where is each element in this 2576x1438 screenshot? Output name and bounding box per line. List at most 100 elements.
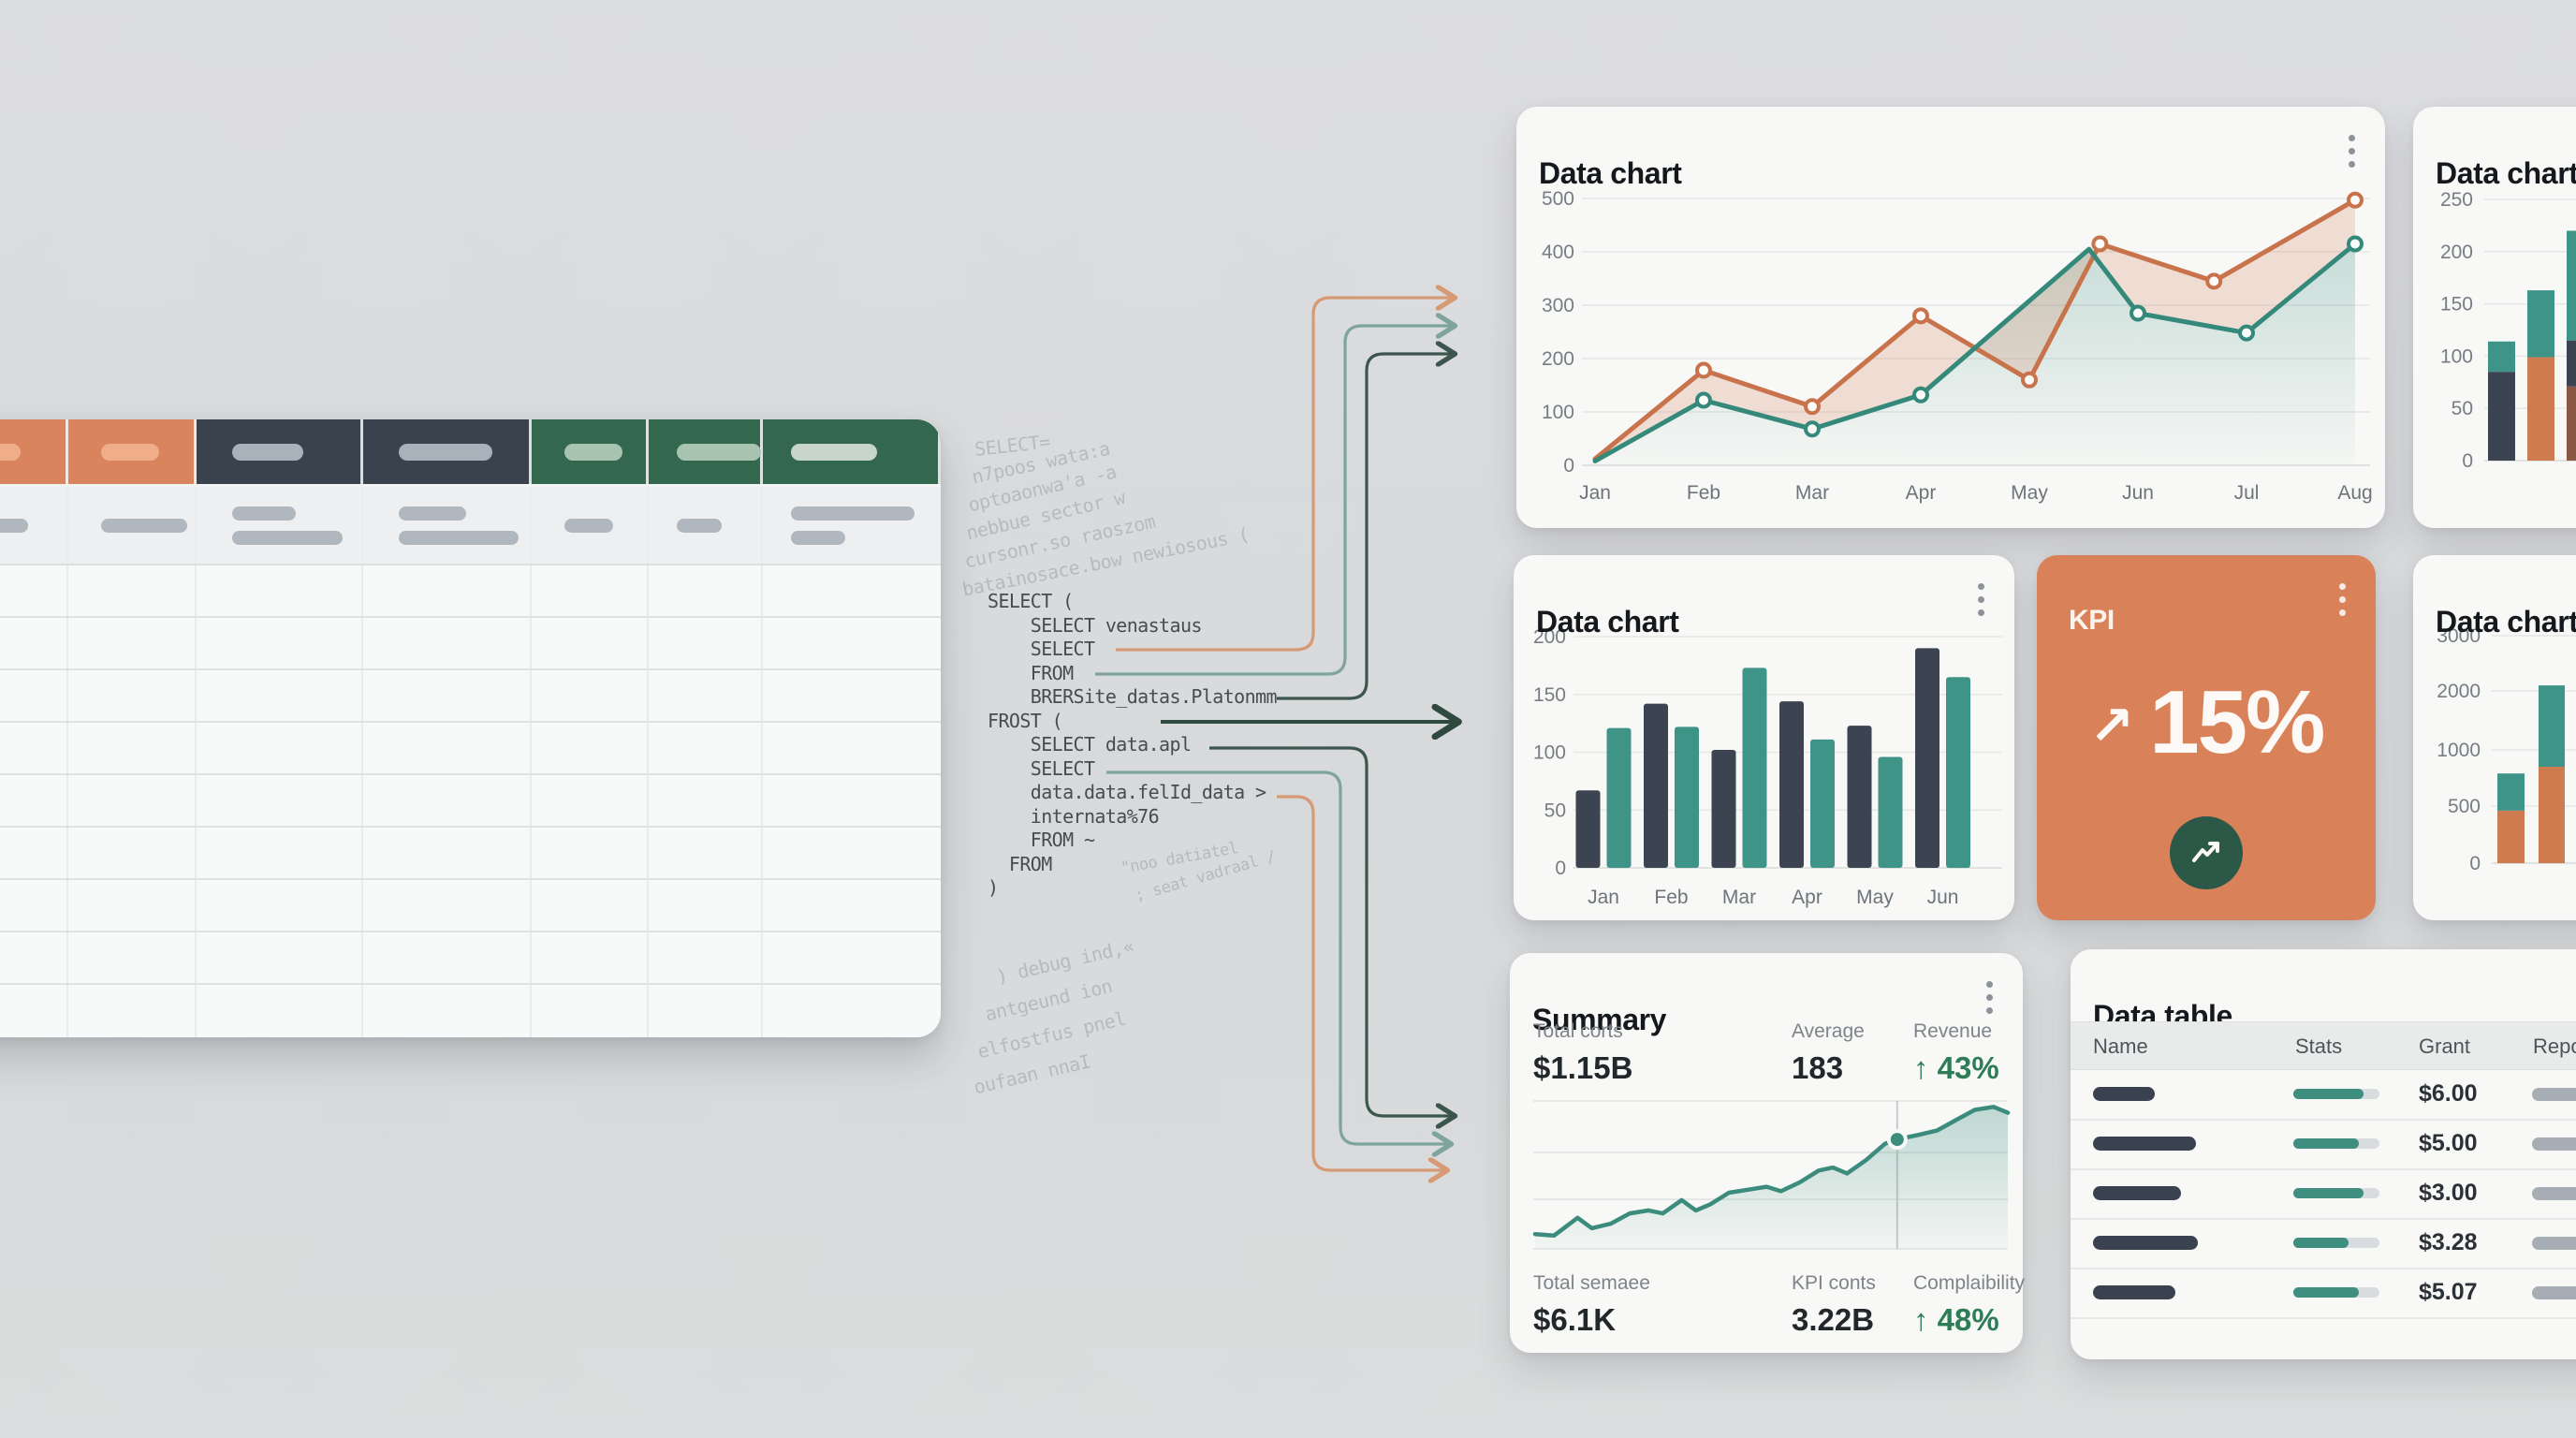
- redacted-text-pill: [763, 637, 941, 651]
- redacted-text-pill: [763, 899, 941, 913]
- kpi-card: KPI ↗ 15%: [2037, 555, 2376, 920]
- redacted-text-pill: [0, 1029, 66, 1038]
- sql-code-line: FROST (: [988, 709, 1063, 732]
- redacted-text-pill: [399, 443, 492, 461]
- redacted-text-pill: [763, 927, 941, 941]
- table-row: $5.07: [2071, 1268, 2576, 1319]
- sql-code-line: internata%76: [988, 804, 1160, 828]
- stat-kpi-conts: KPI conts 3.22B: [1792, 1272, 1876, 1337]
- redacted-text-pill: [763, 874, 941, 888]
- redacted-text-pill: [68, 846, 195, 860]
- kebab-menu-icon[interactable]: [1986, 981, 1993, 1014]
- table-cell: [68, 487, 197, 564]
- table-cell: [0, 880, 68, 931]
- svg-text:0: 0: [1555, 858, 1566, 879]
- redacted-text-pill: [532, 770, 647, 784]
- table-cell: [197, 565, 363, 616]
- stats-progress-bar: [2293, 1138, 2379, 1149]
- table-row: [0, 618, 941, 670]
- redacted-text-pill: [763, 980, 941, 994]
- redacted-text-pill: [197, 794, 361, 808]
- redacted-text-pill: [0, 846, 66, 860]
- table-cell: [68, 670, 197, 721]
- redacted-text-pill: [649, 1005, 761, 1019]
- grant-value: $3.00: [2419, 1180, 2478, 1206]
- stats-progress-fill: [2293, 1287, 2359, 1298]
- svg-text:400: 400: [1542, 242, 1574, 263]
- source-table: [0, 419, 941, 1037]
- redacted-text-pill: [68, 874, 195, 888]
- table-cell: [763, 775, 941, 826]
- kebab-menu-icon[interactable]: [2349, 135, 2355, 168]
- table-row: [0, 932, 941, 985]
- redacted-text-pill: [763, 665, 941, 679]
- sql-code-line: SELECT: [988, 638, 1095, 660]
- svg-text:Mar: Mar: [1722, 887, 1756, 908]
- redacted-text-pill: [363, 1029, 530, 1038]
- table-row: $5.00: [2071, 1119, 2576, 1170]
- redacted-text-pill: [532, 584, 647, 598]
- table-cell: [68, 565, 197, 616]
- stat-total-semaee: Total semaee $6.1K: [1533, 1272, 1650, 1337]
- table-cell: [0, 775, 68, 826]
- redacted-text-pill: [68, 1005, 195, 1019]
- redacted-text-pill: [532, 717, 647, 731]
- table-cell: [532, 880, 649, 931]
- svg-text:Jan: Jan: [1579, 482, 1611, 504]
- table-cell: [649, 828, 763, 878]
- svg-text:150: 150: [2440, 294, 2473, 315]
- table-cell: [649, 985, 763, 1037]
- table-cell: [532, 985, 649, 1037]
- stat-total-corts: Total corts $1.15B: [1533, 1020, 1633, 1085]
- svg-text:250: 250: [2440, 189, 2473, 211]
- kebab-menu-icon[interactable]: [1978, 583, 1984, 616]
- redacted-text-pill: [363, 1005, 530, 1019]
- table-cell: [532, 932, 649, 983]
- redacted-text-pill: [363, 794, 530, 808]
- redacted-text-pill: [649, 1029, 761, 1038]
- flow-arrow-top-dark: [1277, 354, 1451, 700]
- table-cell: [763, 565, 941, 616]
- table-cell: [68, 828, 197, 878]
- column-header-name: Name: [2093, 1034, 2148, 1058]
- svg-text:200: 200: [1533, 626, 1566, 648]
- redacted-text-pill: [363, 741, 530, 756]
- table-cell: [363, 670, 532, 721]
- redacted-text-pill: [363, 846, 530, 860]
- redacted-text-pill: [0, 560, 66, 574]
- redacted-text-pill: [763, 717, 941, 731]
- table-cell: [363, 775, 532, 826]
- redacted-text-pill: [0, 518, 28, 533]
- redacted-text-pill: [0, 665, 66, 679]
- table-row-detail: [0, 487, 941, 565]
- table-cell: [0, 419, 68, 484]
- redacted-text-pill: [532, 637, 647, 651]
- table-cell: [532, 828, 649, 878]
- stats-progress-bar: [2293, 1238, 2379, 1248]
- svg-text:0: 0: [2462, 450, 2473, 472]
- sql-code-line: SELECT: [988, 756, 1095, 780]
- redacted-text-pill: [68, 770, 195, 784]
- redacted-text-pill: [68, 899, 195, 913]
- redacted-text-pill: [68, 794, 195, 808]
- kebab-menu-icon[interactable]: [2339, 583, 2346, 616]
- table-cell: [0, 487, 68, 564]
- table-cell: [649, 565, 763, 616]
- redacted-text-pill: [197, 874, 361, 888]
- table-cell: [532, 618, 649, 668]
- table-cell: [363, 828, 532, 878]
- svg-text:Aug: Aug: [2337, 482, 2372, 504]
- bar-chart-svg: 0 50 100 150 200 Jan Feb Mar Apr May Jun: [1533, 626, 2002, 908]
- table-cell: [763, 880, 941, 931]
- table-cell: [532, 565, 649, 616]
- table-cell: [0, 985, 68, 1037]
- redacted-text-pill: [763, 951, 941, 965]
- redacted-text-pill: [197, 665, 361, 679]
- redacted-text-pill: [363, 717, 530, 731]
- table-cell: [649, 775, 763, 826]
- svg-text:2000: 2000: [2437, 681, 2481, 702]
- stats-progress-fill: [2293, 1238, 2349, 1248]
- redacted-text-pill: [532, 665, 647, 679]
- stats-progress-bar: [2293, 1287, 2379, 1298]
- redacted-text-pill: [0, 717, 66, 731]
